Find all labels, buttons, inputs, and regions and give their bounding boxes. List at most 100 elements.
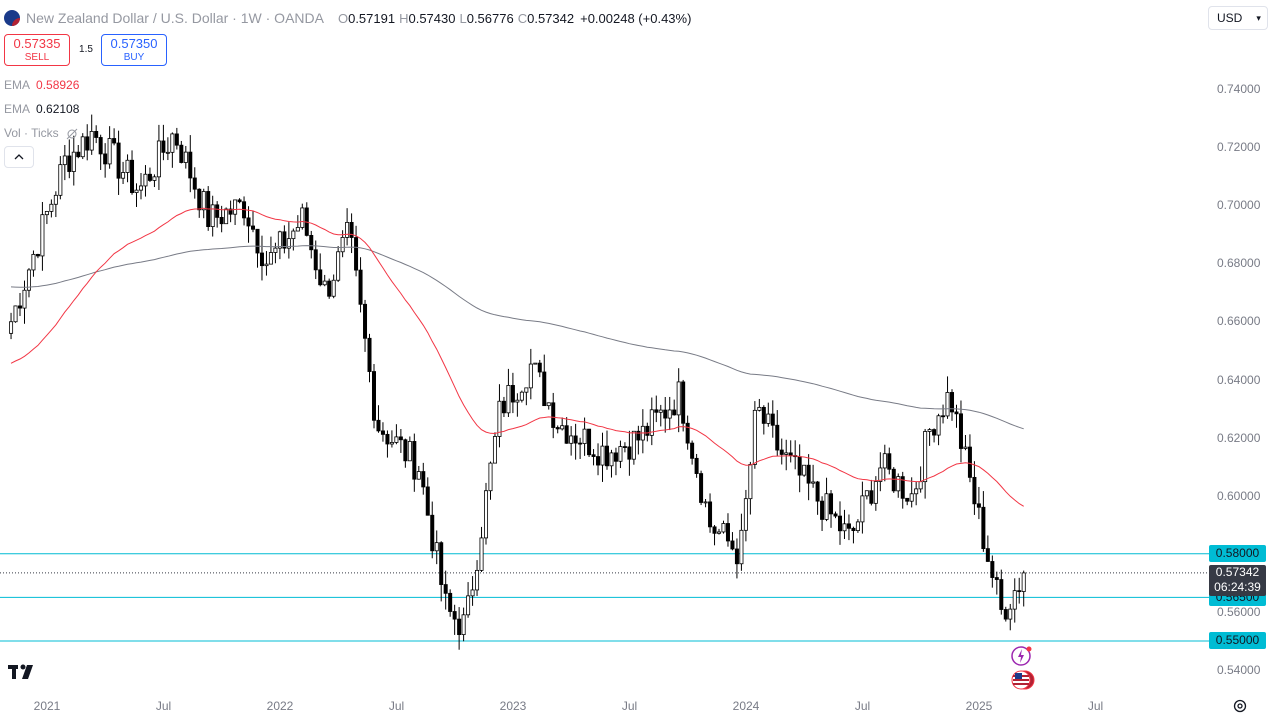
candle-down xyxy=(174,133,179,146)
candle-down xyxy=(685,422,690,444)
ohlc-low-value: 0.56776 xyxy=(466,10,514,26)
candle-up xyxy=(582,428,587,444)
candle-down xyxy=(999,579,1004,610)
x-tick-label: 2025 xyxy=(965,699,993,713)
x-tick-label: Jul xyxy=(155,699,172,713)
candle-up xyxy=(80,136,85,158)
candle-up xyxy=(152,176,157,181)
settings-gear-icon[interactable] xyxy=(1232,698,1248,714)
candle-up xyxy=(631,430,636,460)
currency-selector[interactable]: USD ▾ xyxy=(1208,6,1268,30)
candle-up xyxy=(134,189,139,193)
candle-down xyxy=(35,253,40,257)
indicator-name: EMA xyxy=(4,78,31,92)
ohlc-high-value: 0.57430 xyxy=(408,10,456,26)
candle-up xyxy=(649,409,654,436)
candle-down xyxy=(725,523,730,542)
candle-down xyxy=(981,506,986,550)
candle-up xyxy=(842,523,847,532)
candle-down xyxy=(313,249,318,271)
candle-down xyxy=(829,493,834,515)
hidden-eye-icon[interactable] xyxy=(66,128,78,140)
candle-up xyxy=(569,435,574,444)
x-tick-label: 2021 xyxy=(33,699,61,713)
candle-down xyxy=(412,441,417,480)
x-tick-label: Jul xyxy=(1087,699,1104,713)
candle-down xyxy=(887,453,892,470)
y-tick-label: 0.72000 xyxy=(1217,140,1261,155)
candle-down xyxy=(18,305,23,309)
y-tick-label: 0.66000 xyxy=(1217,314,1261,329)
candle-down xyxy=(67,155,72,172)
indicator-name: Vol · Ticks xyxy=(4,126,59,140)
indicator-ema-long[interactable]: EMA 0.62108 xyxy=(4,102,79,116)
candle-up xyxy=(345,221,350,238)
candle-down xyxy=(246,217,251,227)
candle-up xyxy=(331,279,336,297)
candle-down xyxy=(958,413,963,449)
last-price-value: 0.57342 xyxy=(1215,564,1260,579)
y-tick-label: 0.68000 xyxy=(1217,256,1261,271)
candle-up xyxy=(497,400,502,437)
candle-down xyxy=(385,433,390,445)
x-tick-label: 2023 xyxy=(499,699,527,713)
us-event-flag-icon[interactable] xyxy=(1011,669,1037,691)
symbol-title[interactable]: New Zealand Dollar / U.S. Dollar · 1W · … xyxy=(26,10,324,26)
collapse-legend-button[interactable] xyxy=(4,146,34,168)
candle-up xyxy=(264,263,269,267)
candle-down xyxy=(363,303,368,339)
price-change: +0.00248 (+0.43%) xyxy=(580,10,692,26)
candle-up xyxy=(878,467,883,482)
y-tick-label: 0.60000 xyxy=(1217,488,1261,503)
candle-down xyxy=(708,501,713,528)
candle-up xyxy=(546,402,551,407)
candle-down xyxy=(734,548,739,565)
candle-down xyxy=(358,269,363,305)
candle-up xyxy=(739,529,744,565)
x-tick-label: 2022 xyxy=(266,699,294,713)
candle-up xyxy=(71,151,76,172)
candle-down xyxy=(564,425,569,444)
candle-down xyxy=(761,406,766,424)
x-tick-label: Jul xyxy=(854,699,871,713)
candle-up xyxy=(336,251,341,281)
candle-up xyxy=(488,462,493,492)
spread-value: 1.5 xyxy=(79,44,93,55)
candle-down xyxy=(994,577,999,580)
candle-down xyxy=(439,542,444,585)
candle-up xyxy=(963,446,968,449)
candle-up xyxy=(407,441,412,462)
ohlc-open: O0.57191 xyxy=(334,11,395,26)
candle-up xyxy=(945,392,950,417)
indicator-value: 0.58926 xyxy=(36,78,80,92)
candle-up xyxy=(918,481,923,490)
candle-up xyxy=(233,199,238,215)
candle-down xyxy=(954,411,959,415)
news-flash-icon[interactable] xyxy=(1011,645,1033,667)
x-tick-label: 2024 xyxy=(732,699,760,713)
candle-down xyxy=(1017,590,1022,593)
candle-down xyxy=(188,151,193,179)
candle-up xyxy=(506,385,511,414)
sell-button[interactable]: 0.57335 SELL xyxy=(4,34,70,66)
tradingview-logo-icon[interactable] xyxy=(8,661,40,681)
indicator-volume[interactable]: Vol · Ticks xyxy=(4,126,78,140)
candle-up xyxy=(273,247,278,253)
candle-down xyxy=(636,430,641,441)
candle-up xyxy=(121,172,126,179)
candle-up xyxy=(416,471,421,480)
buy-button[interactable]: 0.57350 BUY xyxy=(101,34,167,66)
indicator-name: EMA xyxy=(4,102,31,116)
candle-down xyxy=(448,592,453,612)
indicator-ema-short[interactable]: EMA 0.58926 xyxy=(4,78,79,92)
candle-down xyxy=(985,548,990,562)
candle-up xyxy=(394,436,399,443)
y-tick-label: 0.62000 xyxy=(1217,430,1261,445)
candle-up xyxy=(492,436,497,464)
candle-down xyxy=(967,446,972,478)
candle-up xyxy=(882,453,887,469)
candle-up xyxy=(53,194,58,205)
candle-up xyxy=(58,164,63,196)
